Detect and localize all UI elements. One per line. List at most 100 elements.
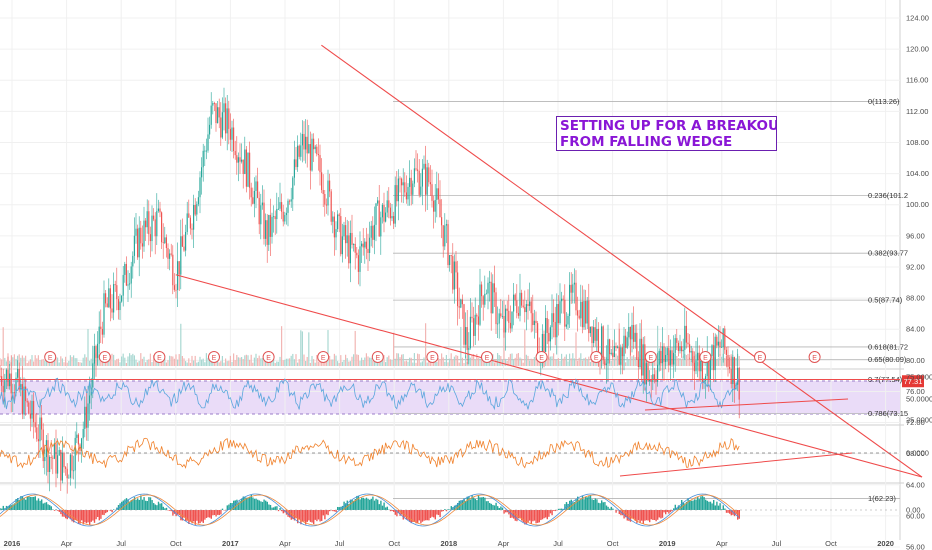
macd-histogram-bar <box>597 502 600 510</box>
candle-body <box>517 312 519 316</box>
macd-histogram-bar <box>713 500 715 510</box>
candle-body <box>636 332 638 360</box>
macd-histogram-bar <box>705 499 707 510</box>
candle-body <box>329 180 331 192</box>
macd-histogram-bar <box>593 499 595 510</box>
time-tick: Jul <box>335 539 345 548</box>
macd-histogram-bar <box>577 496 579 510</box>
macd-histogram-bar <box>359 499 361 510</box>
volume-bar <box>397 353 399 366</box>
macd-histogram-bar <box>92 510 94 521</box>
macd-histogram-bar <box>140 495 142 510</box>
volume-bar <box>425 323 427 366</box>
volume-bar <box>76 358 78 366</box>
macd-histogram-bar <box>671 510 673 512</box>
volume-bar <box>324 362 326 366</box>
macd-histogram-bar <box>557 508 560 510</box>
macd-histogram-bar <box>106 510 108 513</box>
candle-body <box>412 183 414 195</box>
volume-bar <box>44 360 46 366</box>
macd-histogram-bar <box>229 502 232 510</box>
macd-histogram-bar <box>7 506 9 510</box>
wedge-trendlines[interactable] <box>0 44 923 478</box>
candle-body <box>684 325 686 350</box>
volume-bar <box>583 358 585 366</box>
macd-histogram-bar <box>703 497 705 510</box>
candle-body <box>180 236 182 275</box>
candle-body <box>2 385 4 393</box>
earnings-label: E <box>321 355 326 362</box>
volume-bar <box>423 357 425 366</box>
volume-bar <box>234 360 236 366</box>
earnings-label: E <box>48 355 53 362</box>
macd-histogram-bar <box>239 500 241 510</box>
candle-body <box>481 284 483 297</box>
macd-histogram-bar <box>178 510 180 516</box>
volume-bar <box>551 356 553 366</box>
candle-body <box>289 200 291 202</box>
volume-bar <box>114 360 116 366</box>
volume-bar <box>77 362 79 366</box>
candle-body <box>76 434 78 438</box>
candle-body <box>594 327 596 341</box>
volume-bar <box>498 355 500 366</box>
candle-body <box>4 379 6 393</box>
annotation-line-2: FROM FALLING WEDGE <box>560 134 733 150</box>
macd-histogram-bar <box>447 509 449 510</box>
macd-histogram-bar <box>439 510 441 518</box>
fibonacci-levels[interactable]: 0(113.26) 0.236(101.2 0.382(93.77 0.5(87.74… <box>393 97 908 503</box>
macd-histogram-bar <box>661 510 664 518</box>
candle-body <box>436 188 438 200</box>
candle-body <box>391 216 393 219</box>
candle-body <box>441 217 443 226</box>
time-tick: Apr <box>716 539 728 548</box>
volume-bar <box>111 353 113 366</box>
macd-histogram-bar <box>549 510 552 514</box>
macd-histogram-bar <box>673 508 675 510</box>
volume-bar <box>735 357 737 366</box>
macd-histogram-bar <box>434 510 436 520</box>
volume-bar <box>127 356 129 366</box>
candle-body <box>346 235 348 244</box>
volume-bar <box>301 331 303 366</box>
macd-histogram-bar <box>36 500 38 510</box>
volume-bar <box>327 330 329 366</box>
price-axis[interactable]: 124.00 120.00 116.00 112.00 108.00 104.00 100.… <box>902 14 932 550</box>
candle-body <box>578 315 580 319</box>
macd-histogram-bar <box>540 510 542 521</box>
annotation-banner: SETTING UP FOR A BREAKOUT FROM FALLING W… <box>556 116 777 151</box>
macd-histogram-bar <box>373 500 376 510</box>
volume-bar <box>460 326 462 366</box>
volume-bar <box>426 362 428 366</box>
volume-bar <box>530 358 532 366</box>
candle-body <box>514 294 516 301</box>
volume-bar <box>719 354 721 366</box>
volume-bar <box>276 361 278 366</box>
macd-histogram-bar <box>81 510 83 521</box>
volume-bar <box>271 357 273 366</box>
macd-histogram-bar <box>250 494 252 510</box>
candle-body <box>63 452 65 468</box>
volume-bar <box>90 358 92 366</box>
macd-histogram-bar <box>341 505 344 510</box>
macd-histogram-bar <box>425 510 427 521</box>
time-axis[interactable]: 2016 Apr Jul Oct 2017 Apr Jul Oct 2018 Apr Jul Oct 2… <box>4 539 894 548</box>
candle-body <box>364 241 366 248</box>
candle-body <box>370 225 372 238</box>
fib-label: 0.382(93.77 <box>868 249 908 258</box>
macd-histogram-bar <box>228 504 230 510</box>
price-tick: 116.00 <box>906 76 928 85</box>
fib-label: 0.65(80.09) <box>868 355 907 364</box>
volume-bar <box>31 355 33 366</box>
volume-bar <box>255 353 257 366</box>
candle-body <box>505 308 507 333</box>
volume-bar <box>453 356 455 366</box>
candle-body <box>567 315 569 325</box>
earnings-marker <box>481 351 493 363</box>
macd-histogram-bar <box>357 495 360 510</box>
volume-bar <box>581 360 583 366</box>
macd-histogram-bar <box>618 510 620 515</box>
candle-body <box>674 338 676 353</box>
